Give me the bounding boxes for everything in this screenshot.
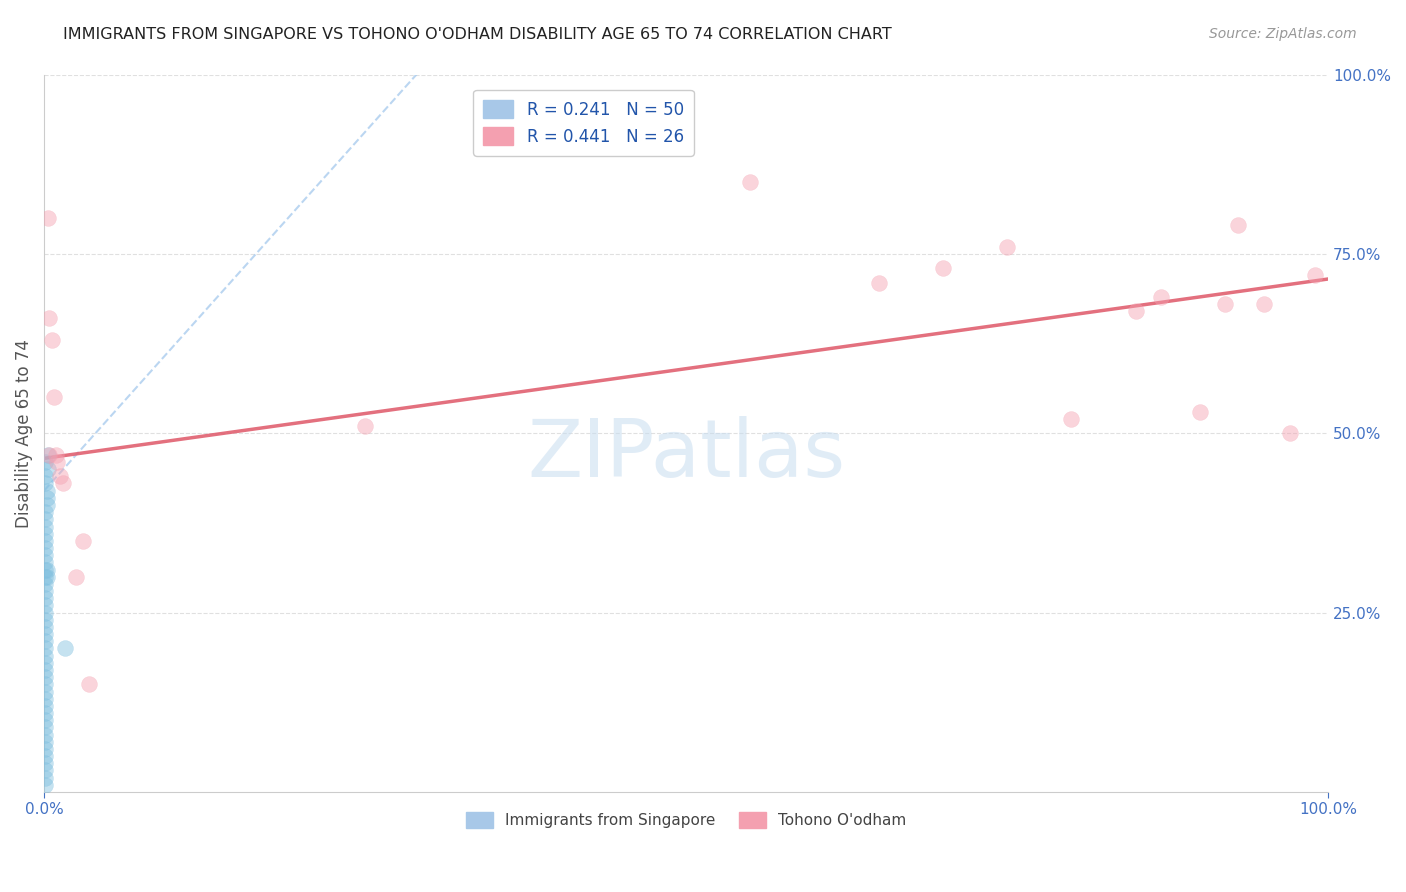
Point: [34, 563, 56, 577]
Point: [34, 613, 56, 627]
Point: [34, 670, 56, 684]
Point: [1278, 426, 1301, 441]
Point: [34, 476, 56, 491]
Point: [45, 448, 67, 462]
Point: [35, 491, 58, 505]
Text: ZIPatlas: ZIPatlas: [527, 416, 845, 494]
Point: [34, 634, 56, 648]
Point: [34, 771, 56, 785]
Point: [1125, 304, 1147, 318]
Point: [34, 541, 56, 555]
Point: [1150, 290, 1173, 304]
Point: [34, 713, 56, 727]
Point: [34, 555, 56, 569]
Point: [52, 476, 75, 491]
Point: [35, 498, 58, 512]
Point: [34, 641, 56, 656]
Point: [34, 691, 56, 706]
Point: [34, 627, 56, 641]
Point: [34, 778, 56, 792]
Point: [1060, 412, 1083, 426]
Point: [932, 261, 955, 276]
Point: [53, 641, 76, 656]
Point: [34, 742, 56, 756]
Point: [34, 570, 56, 584]
Point: [34, 698, 56, 713]
Point: [37, 462, 59, 476]
Text: Source: ZipAtlas.com: Source: ZipAtlas.com: [1209, 27, 1357, 41]
Point: [34, 591, 56, 606]
Point: [34, 677, 56, 691]
Point: [65, 570, 87, 584]
Point: [77, 677, 100, 691]
Point: [868, 276, 890, 290]
Point: [1227, 218, 1250, 232]
Point: [34, 764, 56, 778]
Point: [35, 483, 58, 498]
Point: [38, 448, 60, 462]
Point: [34, 505, 56, 519]
Point: [44, 390, 66, 404]
Point: [34, 684, 56, 698]
Point: [48, 469, 70, 483]
Text: IMMIGRANTS FROM SINGAPORE VS TOHONO O'ODHAM DISABILITY AGE 65 TO 74 CORRELATION : IMMIGRANTS FROM SINGAPORE VS TOHONO O'OD…: [63, 27, 891, 42]
Point: [34, 606, 56, 620]
Point: [34, 512, 56, 526]
Point: [46, 455, 69, 469]
Point: [41, 333, 63, 347]
Point: [34, 663, 56, 677]
Point: [35, 563, 58, 577]
Legend: Immigrants from Singapore, Tohono O'odham: Immigrants from Singapore, Tohono O'odha…: [460, 805, 912, 835]
Point: [34, 756, 56, 771]
Point: [1303, 268, 1326, 283]
Point: [34, 548, 56, 562]
Point: [34, 519, 56, 533]
Point: [34, 620, 56, 634]
Point: [1188, 405, 1211, 419]
Point: [34, 735, 56, 749]
Point: [34, 577, 56, 591]
Point: [38, 311, 60, 326]
Point: [354, 419, 377, 434]
Point: [34, 648, 56, 663]
Point: [34, 455, 56, 469]
Point: [34, 706, 56, 720]
Point: [37, 448, 59, 462]
Point: [72, 533, 94, 548]
Point: [34, 749, 56, 764]
Point: [35, 570, 58, 584]
Point: [34, 720, 56, 734]
Point: [34, 599, 56, 613]
Y-axis label: Disability Age 65 to 74: Disability Age 65 to 74: [15, 339, 32, 528]
Point: [34, 469, 56, 483]
Point: [34, 656, 56, 670]
Point: [34, 728, 56, 742]
Point: [740, 175, 762, 189]
Point: [34, 526, 56, 541]
Point: [1253, 297, 1275, 311]
Point: [34, 533, 56, 548]
Point: [37, 211, 59, 225]
Point: [34, 584, 56, 599]
Point: [995, 240, 1018, 254]
Point: [1215, 297, 1237, 311]
